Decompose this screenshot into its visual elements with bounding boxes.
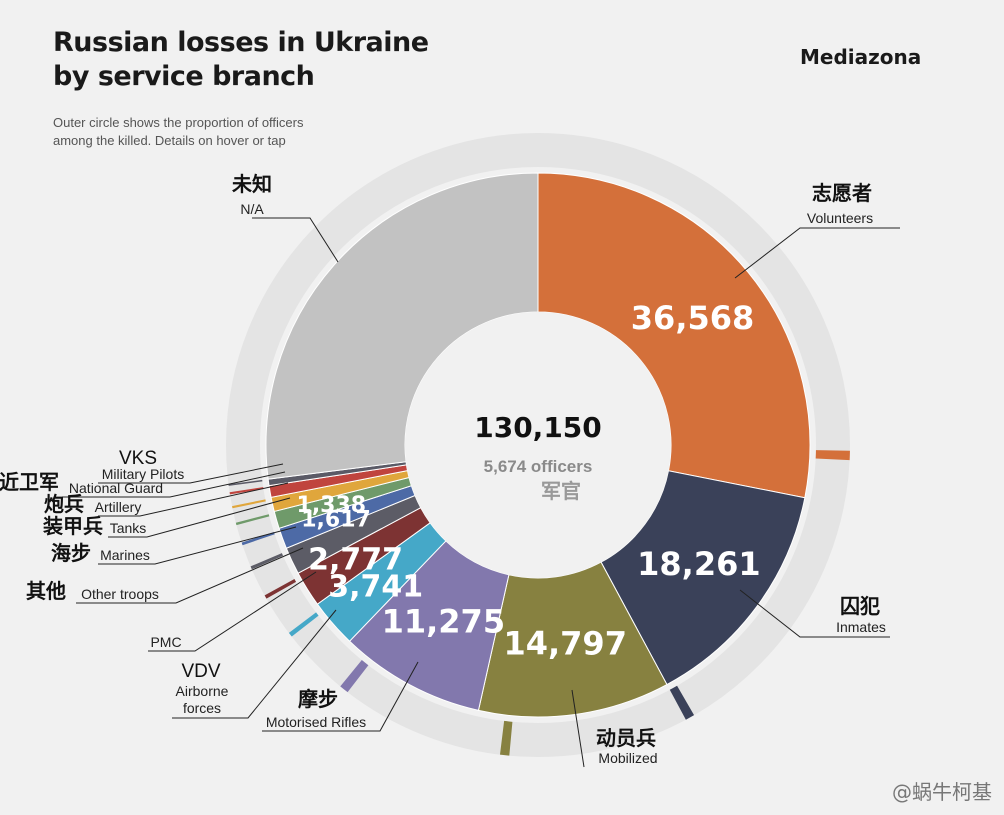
leader-tanks <box>108 497 291 538</box>
leader-other-troops <box>76 547 304 604</box>
officer-mark-airborne-forces <box>288 612 319 637</box>
officer-mark-marines <box>241 531 275 546</box>
label-en-n-a: N/A <box>240 201 264 217</box>
label-zh-n-a: 未知 <box>232 172 272 196</box>
title-line-2: by service branch <box>53 61 315 92</box>
center-summary: 130,150 5,674 officers 军官 <box>405 312 671 578</box>
label-en-national-guard: National Guard <box>69 480 163 496</box>
label-en-inmates: Inmates <box>836 619 886 635</box>
leader-airborne-forces <box>172 609 337 719</box>
slice-value-volunteers: 36,568 <box>631 299 754 337</box>
label-zh-volunteers: 志愿者 <box>812 181 872 205</box>
slice-value-motorised-rifles: 11,275 <box>382 602 505 640</box>
label-zh-artillery: 炮兵 <box>44 492 84 516</box>
chart-subtitle: Outer circle shows the proportion of off… <box>53 114 353 150</box>
title-line-1: Russian losses in Ukraine <box>53 27 429 58</box>
label-zh-other-troops: 其他 <box>26 579 66 603</box>
label-en-pmc: PMC <box>150 634 181 650</box>
label-zh-mobilized: 动员兵 <box>596 726 656 750</box>
subtitle-line-2: among the killed. Details on hover or ta… <box>53 133 286 148</box>
officer-mark-inmates <box>669 685 695 720</box>
label-zh-tanks: 装甲兵 <box>42 514 103 538</box>
chart-title: Russian losses in Ukraine by service bra… <box>53 26 429 94</box>
label-abbr-airborne-forces: VDV <box>181 661 220 682</box>
officer-mark-mobilized <box>499 720 513 756</box>
leader-artillery <box>98 482 289 517</box>
officer-mark-other-troops <box>250 553 284 570</box>
label-zh-inmates: 囚犯 <box>840 594 880 618</box>
label-en-airborne-forces-1: Airborne <box>176 683 229 699</box>
officer-mark-pmc <box>264 578 297 599</box>
brand-logo: Mediazona <box>800 45 922 69</box>
officer-mark-tanks <box>235 514 270 526</box>
officer-mark-national-guard <box>229 487 264 495</box>
leader-military-pilots <box>98 463 284 484</box>
center-officers: 5,674 officers <box>484 457 593 476</box>
label-en-airborne-forces-2: forces <box>183 700 221 716</box>
leader-n-a <box>252 217 339 263</box>
leader-national-guard <box>62 471 286 498</box>
leader-inmates <box>739 589 890 638</box>
leader-marines <box>98 526 297 565</box>
officer-mark-motorised-rifles <box>340 660 369 693</box>
leader-pmc <box>148 571 317 652</box>
slice-value-marines: 1,617 <box>301 507 371 532</box>
leader-mobilized <box>571 689 585 768</box>
leader-lines <box>62 217 900 768</box>
officer-mark-volunteers <box>815 450 850 461</box>
center-total: 130,150 <box>474 411 602 444</box>
slice-value-airborne-forces: 3,741 <box>328 569 423 604</box>
label-zh-motorised-rifles: 摩步 <box>298 687 338 711</box>
label-en-artillery: Artillery <box>95 499 142 515</box>
officer-ring-background <box>226 133 850 757</box>
label-en-motorised-rifles: Motorised Rifles <box>266 714 366 730</box>
officer-mark-military-pilots <box>228 479 263 486</box>
leader-volunteers <box>734 227 900 279</box>
slice-value-tanks: 1,338 <box>297 493 367 518</box>
label-abbr-military-pilots: VKS <box>119 448 157 469</box>
slice-value-mobilized: 14,797 <box>503 624 626 662</box>
slice-value-pmc: 2,777 <box>308 542 403 577</box>
label-en-marines: Marines <box>100 547 150 563</box>
slice-value-inmates: 18,261 <box>637 545 760 583</box>
officer-ring <box>226 133 850 757</box>
center-officers-zh: 军官 <box>541 479 581 503</box>
leader-motorised-rifles <box>262 661 419 732</box>
officer-mark-artillery <box>232 499 266 509</box>
label-en-other-troops: Other troops <box>81 586 159 602</box>
subtitle-line-1: Outer circle shows the proportion of off… <box>53 115 304 130</box>
label-en-volunteers: Volunteers <box>807 210 873 226</box>
watermark: @蜗牛柯基 <box>892 780 992 804</box>
slice-group <box>265 172 811 718</box>
center-hole <box>405 312 671 578</box>
label-en-mobilized: Mobilized <box>598 750 657 766</box>
label-zh-national-guard: 近卫军 <box>0 470 59 494</box>
label-en-military-pilots: Military Pilots <box>102 466 184 482</box>
label-en-tanks: Tanks <box>110 520 147 536</box>
slice-labels: 36,56818,26114,79711,2753,7412,7771,6171… <box>297 299 761 662</box>
label-zh-marines: 海步 <box>51 541 91 565</box>
